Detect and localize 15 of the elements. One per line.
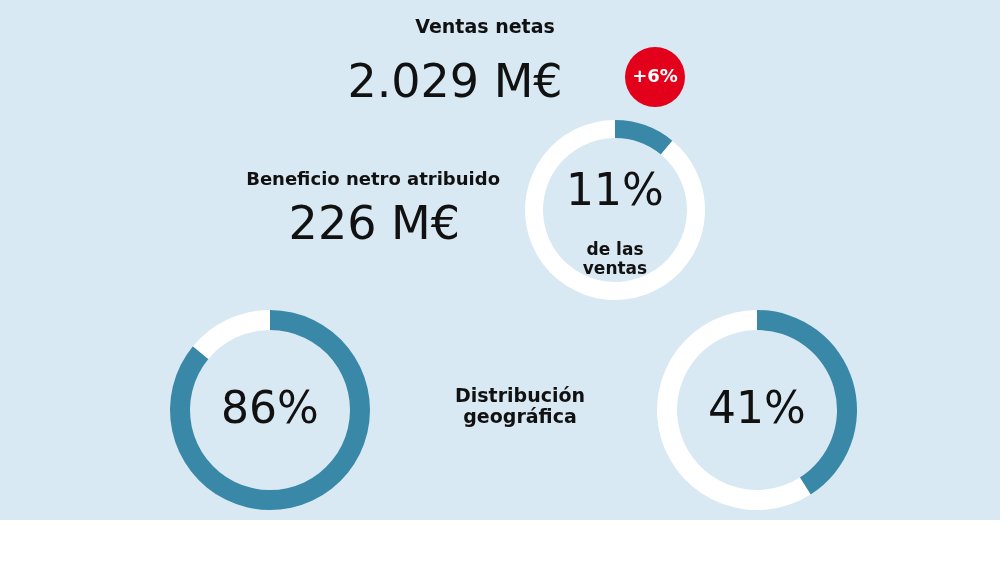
text: 86% [221,382,319,433]
text: +6% [632,65,678,86]
text: Beneficio netro atribuido [246,168,500,189]
donut-slice [525,120,705,300]
text: 11% [566,164,664,215]
donut-slice [657,310,811,510]
donut-slice [170,310,370,510]
text: 41% [708,382,806,433]
text: 226 M€ [288,196,460,250]
donut-slice [615,120,673,155]
text: Ventas netas [415,15,555,37]
text: Distribución geográfica [454,384,586,427]
text: 2.029 M€ [347,54,563,108]
donut-slice [192,310,270,360]
text: de las ventas [582,239,648,278]
